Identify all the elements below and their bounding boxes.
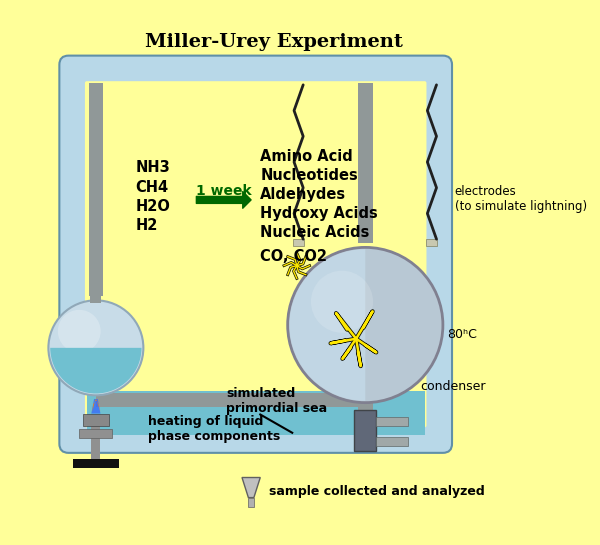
Text: 1 week: 1 week <box>196 184 251 198</box>
Text: H2: H2 <box>135 218 158 233</box>
Circle shape <box>311 271 373 333</box>
Text: NH3: NH3 <box>135 160 170 175</box>
Text: Hydroxy Acids: Hydroxy Acids <box>260 206 378 221</box>
FancyBboxPatch shape <box>85 81 427 427</box>
Polygon shape <box>290 249 365 401</box>
Polygon shape <box>92 399 100 412</box>
Bar <box>91 426 100 461</box>
Bar <box>96 392 365 407</box>
Text: CO, CO2: CO, CO2 <box>260 249 327 264</box>
Bar <box>79 429 112 438</box>
Bar <box>73 459 119 468</box>
Text: simulated
primordial sea: simulated primordial sea <box>226 387 328 415</box>
Text: condenser: condenser <box>420 380 485 393</box>
Text: CH4: CH4 <box>135 180 168 195</box>
Bar <box>427 239 437 246</box>
Polygon shape <box>242 477 260 498</box>
Circle shape <box>287 247 443 403</box>
Text: Amino Acid: Amino Acid <box>260 149 353 164</box>
Wedge shape <box>50 348 142 393</box>
Text: sample collected and analyzed: sample collected and analyzed <box>269 485 485 498</box>
Bar <box>248 498 254 507</box>
Bar <box>376 417 408 426</box>
FancyBboxPatch shape <box>59 56 452 453</box>
Bar <box>89 83 103 296</box>
Bar <box>358 391 373 407</box>
Bar <box>87 391 425 434</box>
Text: Nucleic Acids: Nucleic Acids <box>260 225 370 240</box>
Text: Nucleotides: Nucleotides <box>260 168 358 183</box>
Bar <box>355 410 376 451</box>
Text: Miller-Urey Experiment: Miller-Urey Experiment <box>145 33 403 51</box>
Bar <box>83 414 109 426</box>
Bar <box>293 239 304 246</box>
Text: electrodes
(to simulate lightning): electrodes (to simulate lightning) <box>455 185 587 213</box>
Bar <box>358 83 373 243</box>
Text: 80ʰC: 80ʰC <box>448 328 478 341</box>
Bar <box>376 437 408 446</box>
Bar <box>358 391 373 451</box>
Bar <box>91 271 101 303</box>
Circle shape <box>58 310 101 353</box>
Text: heating of liquid
phase components: heating of liquid phase components <box>148 415 280 443</box>
Text: Aldehydes: Aldehydes <box>260 187 346 202</box>
Polygon shape <box>91 399 100 414</box>
Circle shape <box>49 300 143 395</box>
Text: H2O: H2O <box>135 199 170 214</box>
